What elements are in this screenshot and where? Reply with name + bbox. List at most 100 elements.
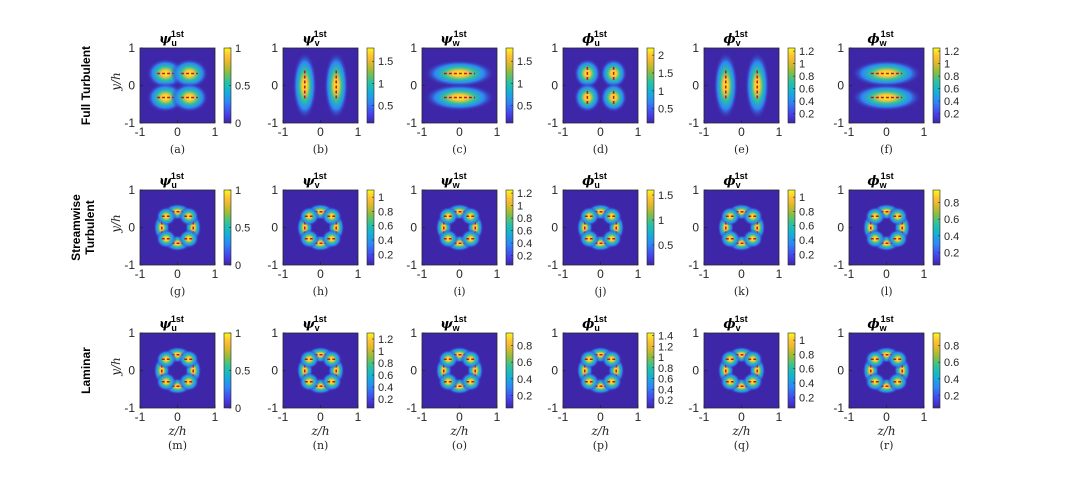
- heatmap-lobe: [170, 82, 209, 113]
- colorbar-tick-label: 1: [378, 346, 384, 358]
- panel-caption: (c): [452, 143, 467, 156]
- x-axis-label: z/h: [310, 424, 329, 438]
- heatmap-lobe: [865, 229, 886, 249]
- colorbar: [932, 189, 941, 266]
- y-tick-label: 0: [551, 221, 558, 235]
- heatmap-lobe: [887, 372, 908, 392]
- colorbar-tick-label: 0.8: [517, 213, 532, 225]
- heatmap-lobe: [579, 372, 600, 392]
- y-tick-label: 0: [128, 79, 135, 93]
- y-tick-label: -1: [547, 116, 558, 130]
- panel-title: ϕu1st: [582, 171, 607, 190]
- y-tick-label: -1: [833, 116, 844, 130]
- heatmap-lobe: [321, 372, 342, 392]
- heatmap-background: [563, 190, 638, 265]
- y-tick-label: -1: [124, 116, 135, 130]
- y-tick-label: 0: [837, 364, 844, 378]
- heatmap-background: [283, 333, 358, 408]
- title-superscript: 1st: [881, 171, 894, 181]
- colorbar-tick-label: 0.8: [517, 341, 532, 353]
- title-superscript: 1st: [314, 29, 327, 39]
- panel-j: -1 0 1 1 0 -1 (j) ϕu1st 1.5 1 0.5: [547, 171, 673, 298]
- colorbar-tick-label: 0.8: [799, 349, 814, 361]
- y-tick-label: -1: [833, 258, 844, 272]
- title-subscript: w: [452, 38, 461, 48]
- x-tick-label: 0: [174, 410, 181, 424]
- title-superscript: 1st: [314, 314, 327, 324]
- title-superscript: 1st: [735, 171, 748, 181]
- title-subscript: w: [879, 323, 888, 333]
- heatmap-lobe: [321, 206, 342, 226]
- colorbar-tick-label: 0.8: [378, 358, 393, 370]
- colorbar-tick-label: 1.2: [944, 46, 959, 58]
- heatmap-lobe: [438, 206, 459, 226]
- title-superscript: 1st: [881, 29, 894, 39]
- y-tick-label: 1: [128, 326, 135, 340]
- colorbar-tick-label: 0.2: [799, 249, 814, 261]
- panel-caption: (d): [593, 143, 609, 156]
- heatmap-lobe: [156, 206, 177, 226]
- heatmap-background: [140, 190, 215, 265]
- colorbar: [505, 189, 514, 266]
- colorbar-tick-label: 1.2: [799, 46, 814, 58]
- y-tick-label: 1: [551, 41, 558, 55]
- heatmap-lobe: [579, 349, 600, 369]
- panel-title: ϕw1st: [867, 171, 893, 190]
- colorbar-tick-label: 0.2: [944, 248, 959, 260]
- panel-q: -1 0 1 1 0 -1 z/h(q) ϕv1st 1 0.8 0.6 0.4 0.2: [688, 314, 814, 452]
- panel-title: ϕv1st: [723, 29, 747, 48]
- colorbar-tick-label: 0.5: [517, 100, 532, 112]
- heatmap-background: [849, 190, 924, 265]
- colorbar-tick-label: 0.5: [378, 100, 393, 112]
- x-axis-label: z/h: [449, 424, 468, 438]
- x-tick-label: 0: [883, 410, 890, 424]
- title-symbol: ψ: [159, 32, 172, 47]
- colorbar-tick-label: 1: [944, 59, 950, 71]
- y-tick-label: -1: [267, 401, 278, 415]
- y-tick-label: 0: [410, 364, 417, 378]
- x-tick-label: 1: [776, 267, 783, 281]
- panel-title: ϕv1st: [723, 314, 747, 333]
- x-tick-label: 0: [456, 410, 463, 424]
- heatmap-lobe: [178, 349, 199, 369]
- colorbar-tick-label: 0.8: [799, 206, 814, 218]
- x-tick-label: -1: [558, 410, 569, 424]
- heatmap-lobe: [321, 349, 342, 369]
- y-tick-label: 1: [837, 183, 844, 197]
- y-tick-label: 1: [271, 41, 278, 55]
- x-tick-label: 0: [883, 125, 890, 139]
- title-subscript: v: [315, 323, 320, 333]
- colorbar-tick-label: 0.2: [517, 391, 532, 403]
- heatmap-field: [153, 203, 202, 252]
- colorbar-tick-label: 0.6: [517, 357, 532, 369]
- colorbar-tick-label: 0.6: [658, 374, 673, 386]
- panel-caption: (r): [880, 439, 894, 452]
- panel-title: ψu1st: [159, 171, 184, 190]
- y-axis-label: y/h: [109, 214, 123, 234]
- x-tick-label: 0: [738, 410, 745, 424]
- colorbar-tick-label: 0.4: [517, 374, 532, 386]
- title-superscript: 1st: [171, 29, 184, 39]
- heatmap-background: [563, 333, 638, 408]
- y-tick-label: 0: [271, 221, 278, 235]
- colorbar-tick-label: 0.8: [944, 198, 959, 210]
- y-tick-label: 0: [837, 221, 844, 235]
- heatmap-lobe: [601, 206, 622, 226]
- heatmap-lobe: [178, 229, 199, 249]
- x-tick-label: -1: [699, 125, 710, 139]
- heatmap-lobe: [438, 229, 459, 249]
- title-subscript: w: [879, 38, 888, 48]
- colorbar-tick-label: 0.6: [799, 364, 814, 376]
- heatmap-lobe: [742, 372, 763, 392]
- y-tick-label: 1: [692, 41, 699, 55]
- heatmap-lobe: [156, 349, 177, 369]
- y-tick-label: 0: [551, 364, 558, 378]
- x-tick-label: -1: [844, 125, 855, 139]
- title-symbol: ϕ: [723, 174, 735, 189]
- panel-r: -1 0 1 1 0 -1 z/h(r) ϕw1st 0.8 0.6 0.4 0.2: [833, 314, 959, 452]
- x-tick-label: -1: [417, 125, 428, 139]
- x-tick-label: -1: [417, 410, 428, 424]
- x-tick-label: -1: [699, 410, 710, 424]
- title-subscript: u: [171, 323, 177, 333]
